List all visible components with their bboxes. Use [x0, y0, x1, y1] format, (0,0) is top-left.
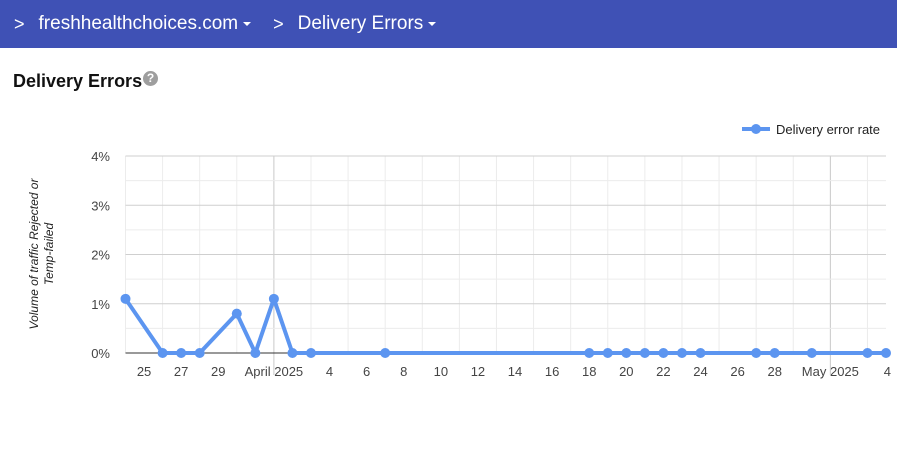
data-point	[380, 348, 391, 358]
data-point	[862, 348, 873, 358]
breadcrumb-domain-label: freshhealthchoices.com	[38, 13, 239, 34]
x-tick-label: 22	[656, 364, 670, 379]
x-tick-label: 14	[508, 364, 522, 379]
data-point	[695, 348, 706, 358]
y-tick-label: 3%	[91, 198, 110, 213]
data-point	[806, 348, 817, 358]
y-axis-label-line2: Temp-failed	[42, 223, 56, 286]
data-point	[287, 348, 298, 358]
page-title-row: Delivery Errors ?	[13, 71, 159, 92]
data-point	[602, 348, 613, 358]
x-tick-label: 6	[363, 364, 370, 379]
data-point	[120, 293, 131, 304]
x-tick-label: April 2025	[245, 364, 304, 379]
data-point	[194, 348, 205, 358]
x-tick-label: 29	[211, 364, 225, 379]
x-tick-label: 20	[619, 364, 633, 379]
chevron-right-icon: >	[273, 13, 284, 34]
caret-down-icon	[243, 21, 252, 26]
legend-label: Delivery error rate	[776, 122, 880, 137]
data-point	[250, 348, 261, 358]
page-title: Delivery Errors	[13, 71, 143, 91]
y-tick-label: 0%	[91, 346, 110, 361]
data-point	[881, 348, 891, 358]
x-tick-label: 4	[326, 364, 333, 379]
y-axis-label: Volume of traffic Rejected or	[27, 178, 41, 330]
x-tick-label: 24	[693, 364, 707, 379]
series-line-delivery-error-rate	[123, 296, 886, 355]
top-bar: > freshhealthchoices.com > Delivery Erro…	[0, 0, 897, 48]
data-point	[751, 348, 762, 358]
chevron-right-icon: >	[14, 13, 25, 34]
x-tick-label: 28	[767, 364, 781, 379]
caret-down-icon	[428, 21, 437, 26]
data-point	[157, 348, 168, 358]
legend: Delivery error rate	[742, 122, 880, 137]
x-tick-label: 27	[174, 364, 188, 379]
x-tick-label: 8	[400, 364, 407, 379]
y-tick-label: 2%	[91, 248, 110, 263]
data-point	[305, 348, 316, 358]
x-tick-label: 10	[434, 364, 448, 379]
breadcrumb-report-label: Delivery Errors	[297, 13, 424, 34]
data-point	[621, 348, 632, 358]
x-tick-label: 26	[730, 364, 744, 379]
data-point	[584, 348, 595, 358]
breadcrumb-domain[interactable]: freshhealthchoices.com	[39, 13, 252, 35]
help-circle-icon[interactable]: ?	[143, 71, 159, 86]
data-point	[769, 348, 780, 358]
x-tick-label: 25	[137, 364, 151, 379]
x-tick-label: 4	[884, 364, 891, 379]
y-tick-label: 1%	[91, 297, 110, 312]
y-tick-label: 4%	[91, 149, 110, 164]
data-point	[639, 348, 650, 358]
data-point	[676, 348, 687, 358]
data-point	[231, 308, 242, 319]
data-point	[176, 348, 187, 358]
data-point	[268, 293, 279, 304]
legend-marker	[751, 124, 761, 134]
breadcrumb-report[interactable]: Delivery Errors	[298, 13, 437, 35]
data-point	[658, 348, 669, 358]
x-tick-label: 16	[545, 364, 559, 379]
x-tick-label: May 2025	[802, 364, 859, 379]
x-tick-label: 12	[471, 364, 485, 379]
x-tick-label: 18	[582, 364, 596, 379]
